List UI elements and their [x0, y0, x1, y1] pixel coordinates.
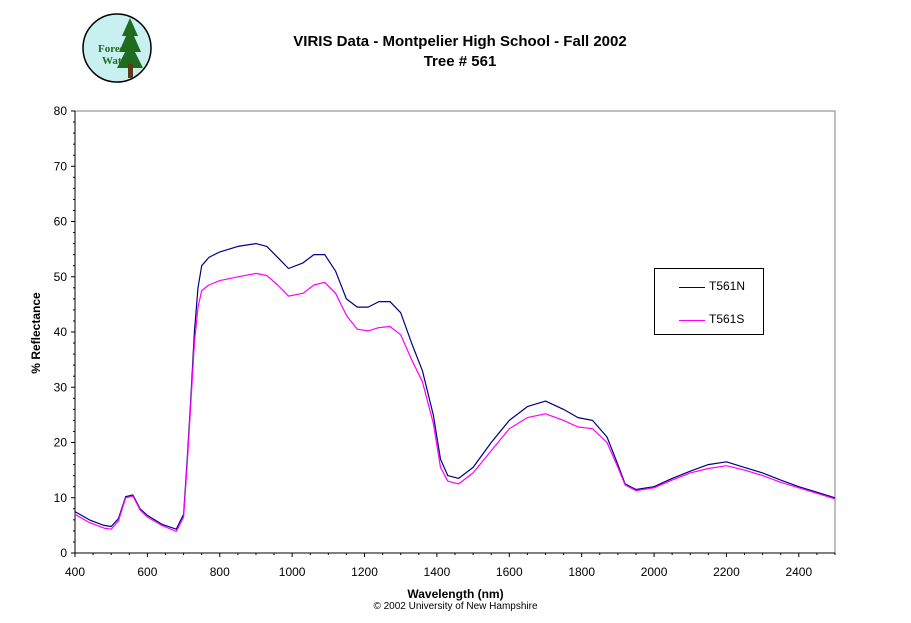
- y-axis: 0 10 20 30 40 50 60 70 80: [54, 104, 75, 560]
- forest-watch-logo: Forest Watch: [80, 12, 154, 84]
- x-tick-label: 1600: [496, 565, 523, 579]
- x-tick-label: 2200: [713, 565, 740, 579]
- x-axis-label: Wavelength (nm): [407, 587, 504, 601]
- x-tick-label: 1400: [424, 565, 451, 579]
- logo-text-line2: Watch: [102, 55, 133, 67]
- legend-swatch-t561n: [679, 287, 705, 288]
- y-tick-label: 10: [54, 491, 68, 505]
- legend: T561N T561S: [654, 268, 764, 335]
- y-tick-label: 80: [54, 104, 68, 118]
- y-tick-label: 30: [54, 380, 68, 394]
- chart-subtitle: Tree # 561: [423, 53, 497, 70]
- y-tick-label: 60: [54, 215, 68, 229]
- legend-swatch-t561s: [679, 320, 705, 321]
- series-line-t561s: [74, 272, 836, 533]
- legend-label-t561s: T561S: [709, 312, 745, 326]
- x-axis: 400 600 800 1000 1200 1400 1600 1800 2000 2200 240…: [65, 553, 836, 579]
- legend-label-t561n: T561N: [709, 279, 746, 293]
- x-tick-label: 400: [65, 565, 85, 579]
- y-tick-label: 0: [60, 546, 67, 560]
- y-axis-label: % Reflectance: [29, 292, 43, 374]
- x-tick-label: 1200: [351, 565, 378, 579]
- y-tick-label: 40: [54, 325, 68, 339]
- chart-title-block: VIRIS Data - Montpelier High School - Fa…: [150, 32, 770, 72]
- chart-title: VIRIS Data - Montpelier High School - Fa…: [293, 33, 627, 50]
- x-tick-label: 1800: [568, 565, 595, 579]
- y-tick-label: 20: [54, 436, 68, 450]
- logo-text-line1: Forest: [98, 43, 128, 55]
- x-tick-label: 2400: [785, 565, 812, 579]
- x-tick-label: 800: [210, 565, 230, 579]
- x-tick-label: 600: [137, 565, 157, 579]
- copyright-notice: © 2002 University of New Hampshire: [373, 601, 538, 612]
- x-tick-label: 1000: [279, 565, 306, 579]
- series-line-t561n: [74, 243, 836, 530]
- series-group: [74, 243, 836, 533]
- y-tick-label: 50: [54, 270, 68, 284]
- y-tick-label: 70: [54, 159, 68, 173]
- x-tick-label: 2000: [641, 565, 668, 579]
